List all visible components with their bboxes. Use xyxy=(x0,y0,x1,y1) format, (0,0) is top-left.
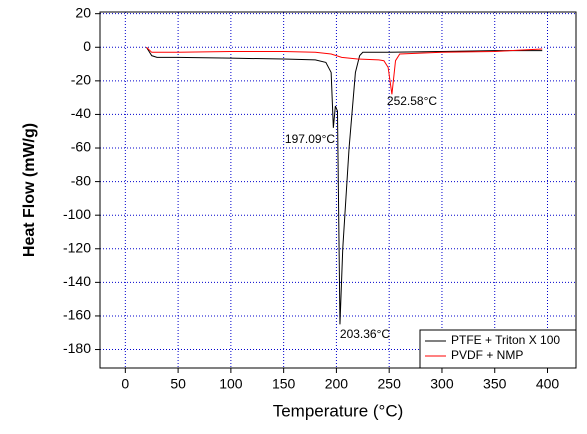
x-tick-label: 100 xyxy=(219,376,243,392)
x-tick-label: 400 xyxy=(536,376,560,392)
x-axis-label: Temperature (°C) xyxy=(273,401,404,420)
y-tick-label: -100 xyxy=(63,206,91,222)
legend-label: PTFE + Triton X 100 xyxy=(451,333,560,347)
y-tick-label: -160 xyxy=(63,307,91,323)
y-tick-label: -120 xyxy=(63,239,91,255)
x-tick-label: 150 xyxy=(272,376,296,392)
y-tick-label: -40 xyxy=(71,105,91,121)
y-tick-label: 20 xyxy=(75,4,91,20)
annotation: 203.36°C xyxy=(340,327,391,341)
x-tick-label: 0 xyxy=(121,376,129,392)
x-tick-label: 300 xyxy=(430,376,454,392)
y-tick-label: -140 xyxy=(63,273,91,289)
y-axis-label: Heat Flow (mW/g) xyxy=(21,123,38,257)
legend-box xyxy=(419,329,577,369)
x-tick-label: 200 xyxy=(325,376,349,392)
x-tick-label: 250 xyxy=(378,376,402,392)
y-tick-label: -80 xyxy=(71,172,91,188)
plot-frame xyxy=(99,11,577,369)
x-tick-label: 50 xyxy=(170,376,186,392)
data-line xyxy=(146,46,543,325)
y-tick-label: -20 xyxy=(71,72,91,88)
annotation: 252.58°C xyxy=(387,94,438,108)
y-tick-label: -60 xyxy=(71,139,91,155)
annotation: 197.09°C xyxy=(285,132,336,146)
x-tick-label: 350 xyxy=(483,376,507,392)
y-tick-label: 0 xyxy=(83,38,91,54)
y-tick-label: -180 xyxy=(63,340,91,356)
legend-label: PVDF + NMP xyxy=(451,348,523,362)
data-line xyxy=(146,46,543,95)
